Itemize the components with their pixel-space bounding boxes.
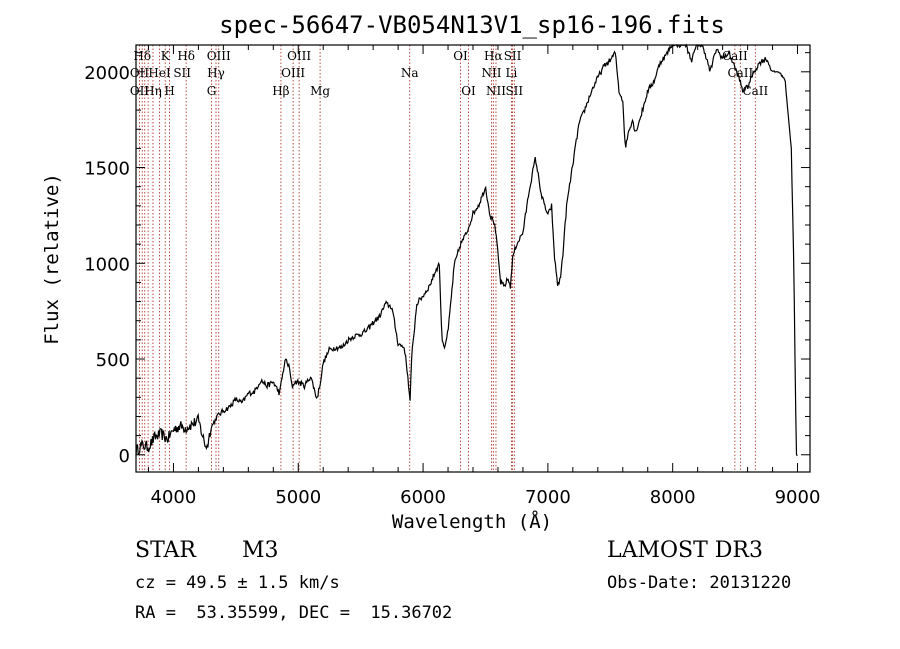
x-tick-label: 6000 — [400, 487, 446, 508]
spectral-line-label: K — [161, 49, 171, 63]
y-tick-label: 2000 — [84, 63, 130, 84]
spectral-line-label: NII — [486, 84, 506, 98]
object-class: STAR — [135, 538, 196, 563]
spectral-line-label: SII — [505, 84, 523, 98]
y-axis-ticks: 0 500 1000 1500 2000 — [84, 52, 810, 467]
spectral-line-label: Hγ — [207, 66, 225, 80]
spectral-line-label: SII — [173, 66, 191, 80]
spectral-line-label: Hα — [484, 49, 503, 63]
spectral-line-label: CaII — [727, 66, 753, 80]
spectral-line-label: OIII — [207, 49, 231, 63]
y-tick-label: 500 — [96, 350, 130, 371]
spectral-line-label: Hδ — [177, 49, 195, 63]
redshift-velocity: cz = 49.5 ± 1.5 km/s — [135, 573, 340, 593]
x-tick-label: 5000 — [275, 487, 321, 508]
observation-date: Obs-Date: 20131220 — [607, 573, 792, 593]
spectral-line-label: OI — [453, 49, 468, 63]
y-axis-label: Flux (relative) — [41, 173, 63, 345]
survey-name: LAMOST DR3 — [607, 538, 763, 563]
plot-frame — [135, 44, 811, 473]
y-tick-label: 1000 — [84, 254, 130, 275]
coordinates: RA = 53.35599, DEC = 15.36702 — [135, 603, 453, 623]
spectral-line-label: H — [164, 84, 174, 98]
x-tick-label: 7000 — [525, 487, 571, 508]
spectral-line-label: Hη — [144, 84, 162, 98]
spectral-line-label: Hβ — [272, 84, 289, 98]
spectral-line-label: HeI — [148, 66, 171, 80]
spectral-line-label: SII — [504, 49, 522, 63]
spectral-line-label: NII — [481, 66, 501, 80]
spectral-line-label: Li — [506, 66, 518, 80]
spectral-line-label: OIII — [287, 49, 311, 63]
x-axis-label: Wavelength (Å) — [392, 510, 552, 533]
spectral-line-label: G — [207, 84, 217, 98]
spectral-line-label: Mg — [310, 84, 330, 98]
object-subclass: M3 — [242, 538, 279, 563]
spectral-line-label: CaII — [742, 84, 768, 98]
x-tick-label: 4000 — [151, 487, 197, 508]
chart-title: spec-56647-VB054N13V1_sp16-196.fits — [219, 11, 725, 39]
y-tick-label: 0 — [119, 446, 130, 467]
x-tick-label: 9000 — [775, 487, 821, 508]
x-tick-label: 8000 — [650, 487, 696, 508]
spectrum-series-line — [135, 43, 798, 457]
spectral-line-label: Na — [401, 66, 419, 80]
spectral-line-label: OI — [461, 84, 476, 98]
x-axis-ticks: 4000 5000 6000 7000 8000 9000 — [147, 45, 821, 508]
spectral-line-label: OIII — [281, 66, 305, 80]
y-tick-label: 1500 — [84, 159, 130, 180]
spectral-line-label: OII — [130, 66, 150, 80]
spectral-line-markers — [139, 45, 756, 472]
